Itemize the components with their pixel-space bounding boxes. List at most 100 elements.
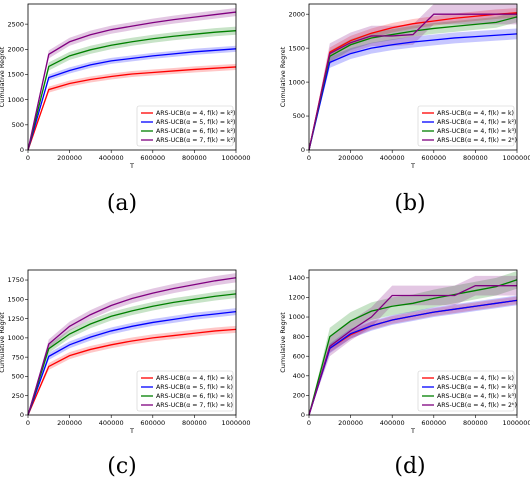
series-band-3 bbox=[28, 273, 236, 415]
y-axis-label: Cumulative Regret bbox=[0, 46, 6, 107]
y-tick-label: 2000 bbox=[7, 46, 24, 54]
series-line-0 bbox=[27, 328, 237, 416]
y-tick-label: 1250 bbox=[7, 315, 24, 323]
legend-label: ARS-UCB(α = 5, f(k) = k) bbox=[156, 384, 233, 391]
series-line-2 bbox=[308, 279, 518, 416]
series-line-3 bbox=[27, 11, 237, 151]
y-tick-label: 2500 bbox=[7, 20, 24, 28]
caption-c: (c) bbox=[107, 454, 137, 479]
y-tick-label: 500 bbox=[12, 121, 24, 129]
x-tick-label: 800000 bbox=[463, 419, 488, 427]
y-tick-label: 1200 bbox=[288, 294, 305, 302]
x-tick-label: 0 bbox=[307, 154, 311, 162]
y-tick-label: 1400 bbox=[288, 274, 305, 282]
y-tick-label: 1500 bbox=[7, 296, 24, 304]
caption-a: (a) bbox=[107, 191, 137, 216]
legend-label: ARS-UCB(α = 4, f(k) = 2ᵏ) bbox=[437, 137, 517, 144]
series-band-1 bbox=[309, 295, 517, 415]
series-band-2 bbox=[309, 11, 517, 150]
y-tick-label: 1750 bbox=[7, 276, 24, 284]
panel-a: 0 200000 400000 600000 800000 1000000 0 500 1000… bbox=[0, 3, 251, 170]
legend-label: ARS-UCB(α = 4, f(k) = k³) bbox=[437, 128, 516, 135]
x-tick-label: 200000 bbox=[338, 419, 363, 427]
x-axis-label: T bbox=[129, 162, 134, 170]
x-tick-label: 1000000 bbox=[222, 419, 251, 427]
legend-box bbox=[417, 370, 515, 412]
series-band-1 bbox=[28, 308, 236, 415]
series-line-0 bbox=[308, 12, 518, 151]
series-line-2 bbox=[27, 293, 237, 416]
x-tick-label: 0 bbox=[26, 419, 30, 427]
legend-box bbox=[417, 105, 515, 147]
x-tick-label: 0 bbox=[26, 154, 30, 162]
y-tick-label: 500 bbox=[293, 112, 305, 120]
y-axis-label: Cumulative Regret bbox=[279, 46, 287, 107]
y-tick-label: 0 bbox=[301, 146, 305, 154]
x-tick-label: 400000 bbox=[380, 154, 405, 162]
series-line-1 bbox=[27, 311, 237, 416]
y-tick-label: 1500 bbox=[7, 71, 24, 79]
x-axis-label: T bbox=[410, 162, 415, 170]
x-tick-label: 800000 bbox=[463, 154, 488, 162]
legend-label: ARS-UCB(α = 7, f(k) = k²) bbox=[156, 137, 235, 144]
series-line-3 bbox=[308, 13, 517, 151]
x-tick-label: 1000000 bbox=[222, 154, 251, 162]
series-line-2 bbox=[308, 16, 518, 151]
y-tick-label: 2000 bbox=[288, 10, 305, 18]
y-tick-label: 0 bbox=[301, 411, 305, 419]
legend-label: ARS-UCB(α = 4, f(k) = k²) bbox=[437, 384, 516, 391]
x-tick-label: 800000 bbox=[182, 154, 207, 162]
legend-label: ARS-UCB(α = 7, f(k) = k) bbox=[156, 402, 233, 409]
y-tick-label: 0 bbox=[20, 146, 24, 154]
y-tick-label: 1000 bbox=[7, 334, 24, 342]
series-line-0 bbox=[27, 66, 237, 151]
y-tick-label: 1000 bbox=[288, 313, 305, 321]
panel-b: 0 200000 400000 600000 800000 1000000 0 500 1000… bbox=[279, 3, 530, 170]
series-band-2 bbox=[28, 289, 236, 415]
x-tick-label: 1000000 bbox=[503, 419, 530, 427]
x-tick-label: 800000 bbox=[182, 419, 207, 427]
y-tick-label: 1500 bbox=[288, 44, 305, 52]
legend-label: ARS-UCB(α = 4, f(k) = k²) bbox=[437, 119, 516, 126]
caption-b: (b) bbox=[394, 191, 425, 216]
y-tick-label: 500 bbox=[12, 373, 24, 381]
y-tick-label: 400 bbox=[293, 372, 305, 380]
x-tick-label: 200000 bbox=[338, 154, 363, 162]
series-band-3 bbox=[309, 4, 517, 150]
legend-label: ARS-UCB(α = 6, f(k) = k²) bbox=[156, 128, 235, 135]
y-axis-label: Cumulative Regret bbox=[0, 312, 6, 373]
legend-label: ARS-UCB(α = 6, f(k) = k) bbox=[156, 393, 233, 400]
x-tick-label: 600000 bbox=[421, 419, 446, 427]
legend-box bbox=[136, 370, 234, 412]
legend-label: ARS-UCB(α = 4, f(k) = 2ᵏ) bbox=[437, 402, 517, 409]
y-tick-label: 0 bbox=[20, 411, 24, 419]
x-tick-label: 600000 bbox=[140, 419, 165, 427]
legend-label: ARS-UCB(α = 4, f(k) = k²) bbox=[156, 110, 235, 117]
y-tick-label: 250 bbox=[12, 392, 24, 400]
x-axis-label: T bbox=[129, 427, 134, 435]
x-tick-label: 200000 bbox=[57, 419, 82, 427]
y-tick-label: 800 bbox=[293, 333, 305, 341]
plot-frame bbox=[308, 269, 518, 416]
plot-frame bbox=[27, 269, 237, 416]
legend-label: ARS-UCB(α = 4, f(k) = k) bbox=[156, 375, 233, 382]
series-band-0 bbox=[28, 325, 236, 415]
plot-frame bbox=[27, 3, 237, 151]
caption-d: (d) bbox=[394, 454, 425, 479]
panel-c: 0 200000 400000 600000 800000 1000000 0 250 500 7… bbox=[0, 269, 251, 435]
x-axis-label: T bbox=[410, 427, 415, 435]
plot-frame bbox=[308, 3, 518, 151]
y-tick-label: 600 bbox=[293, 352, 305, 360]
y-tick-label: 750 bbox=[12, 353, 24, 361]
panel-d: 0 200000 400000 600000 800000 1000000 0 200 400 6… bbox=[279, 269, 530, 435]
legend-label: ARS-UCB(α = 4, f(k) = k³) bbox=[437, 393, 516, 400]
y-tick-label: 1000 bbox=[7, 96, 24, 104]
legend-label: ARS-UCB(α = 4, f(k) = k) bbox=[437, 375, 514, 382]
y-tick-label: 200 bbox=[293, 392, 305, 400]
legend-label: ARS-UCB(α = 4, f(k) = k) bbox=[437, 110, 514, 117]
legend-box bbox=[136, 105, 234, 147]
x-tick-label: 400000 bbox=[380, 419, 405, 427]
y-tick-label: 1000 bbox=[288, 78, 305, 86]
x-tick-label: 0 bbox=[307, 419, 311, 427]
